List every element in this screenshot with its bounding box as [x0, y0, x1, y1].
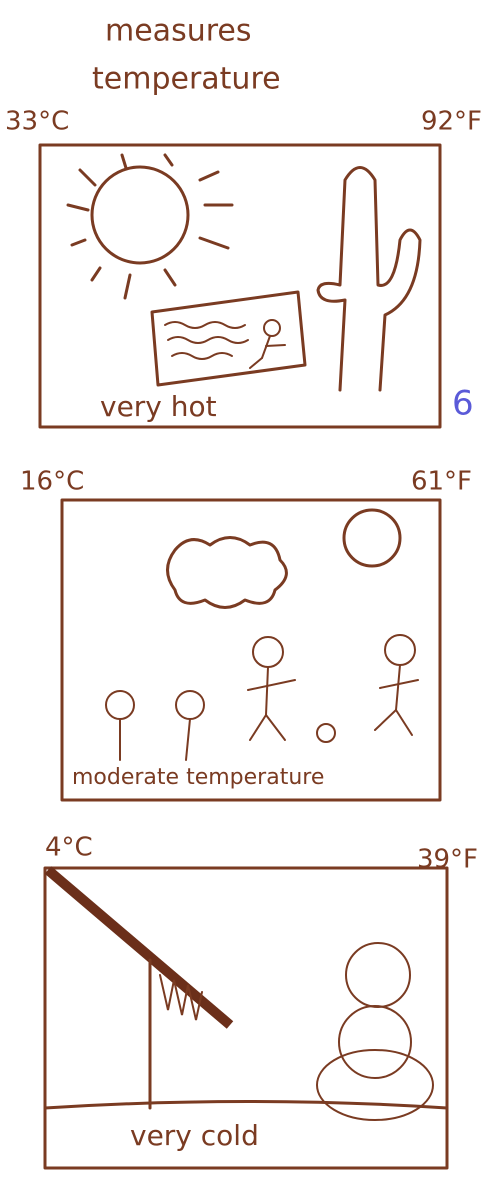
title-line: measures — [105, 14, 251, 49]
roof — [48, 870, 230, 1025]
figures — [106, 635, 418, 760]
edge-note: 6 — [452, 384, 474, 424]
cloud — [168, 538, 287, 608]
sun — [92, 167, 188, 263]
fahrenheit-label: 92°F — [421, 107, 482, 137]
caption: very hot — [100, 390, 217, 423]
panel-hot: 33°C 92°F very hot 6 — [5, 107, 482, 428]
snow-ground — [45, 1102, 447, 1109]
snowman — [317, 943, 433, 1120]
page: {"title": ["measures", "temperature"], "… — [0, 0, 488, 1179]
sun — [344, 510, 400, 566]
celsius-label: 33°C — [5, 107, 69, 137]
pool — [152, 292, 305, 385]
celsius-label: 16°C — [20, 467, 84, 497]
illustration: measures temperature 33°C 92°F very hot … — [0, 0, 488, 1179]
title-line: temperature — [92, 62, 281, 97]
caption: very cold — [130, 1119, 259, 1152]
panel-moderate: 16°C 61°F moderate temperature — [20, 467, 472, 801]
celsius-label: 4°C — [45, 833, 93, 863]
fahrenheit-label: 61°F — [411, 467, 472, 497]
panel-cold: 4°C 39°F very cold — [45, 833, 478, 1169]
caption: moderate temperature — [72, 765, 324, 790]
cactus — [318, 168, 420, 391]
water — [165, 320, 285, 368]
